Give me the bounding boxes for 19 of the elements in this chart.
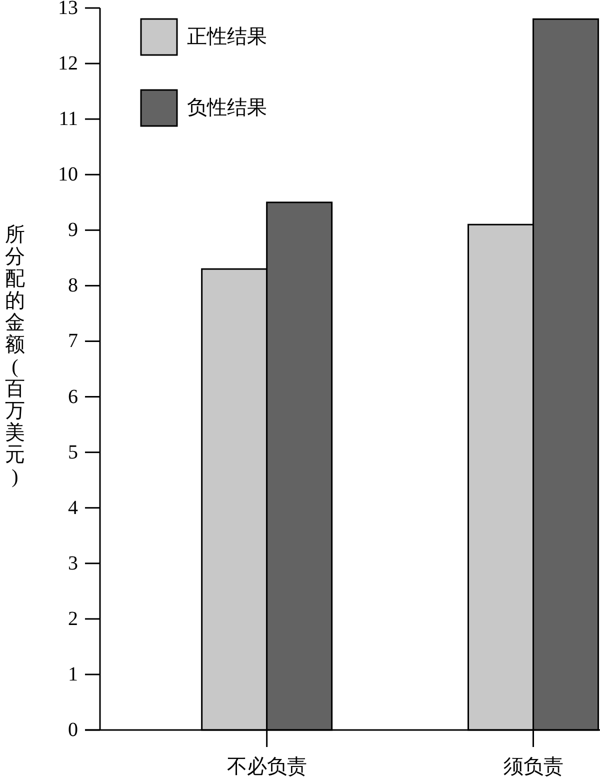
y-tick-label: 1	[68, 663, 78, 686]
y-tick-label: 10	[58, 164, 78, 186]
x-tick-label: 不必负责	[226, 756, 307, 778]
y-tick-label: 11	[58, 108, 78, 130]
y-tick-label: 12	[58, 52, 78, 75]
y-tick-label: 5	[68, 441, 78, 464]
y-tick-label: 13	[58, 0, 78, 19]
legend-label: 负性结果	[187, 97, 267, 119]
y-tick-label: 7	[68, 330, 78, 352]
y-tick-label: 4	[68, 496, 78, 519]
y-tick-label: 9	[68, 219, 78, 242]
y-tick-label: 0	[68, 719, 78, 741]
legend-label: 正性结果	[187, 26, 267, 48]
y-axis-title: 所分配的金额(百万美元)	[5, 224, 25, 488]
y-tick-label: 2	[68, 608, 78, 630]
y-tick-label: 3	[68, 552, 78, 574]
x-tick-label: 须负责	[503, 756, 564, 778]
y-tick-label: 8	[68, 274, 78, 297]
y-tick-label: 6	[68, 386, 78, 408]
